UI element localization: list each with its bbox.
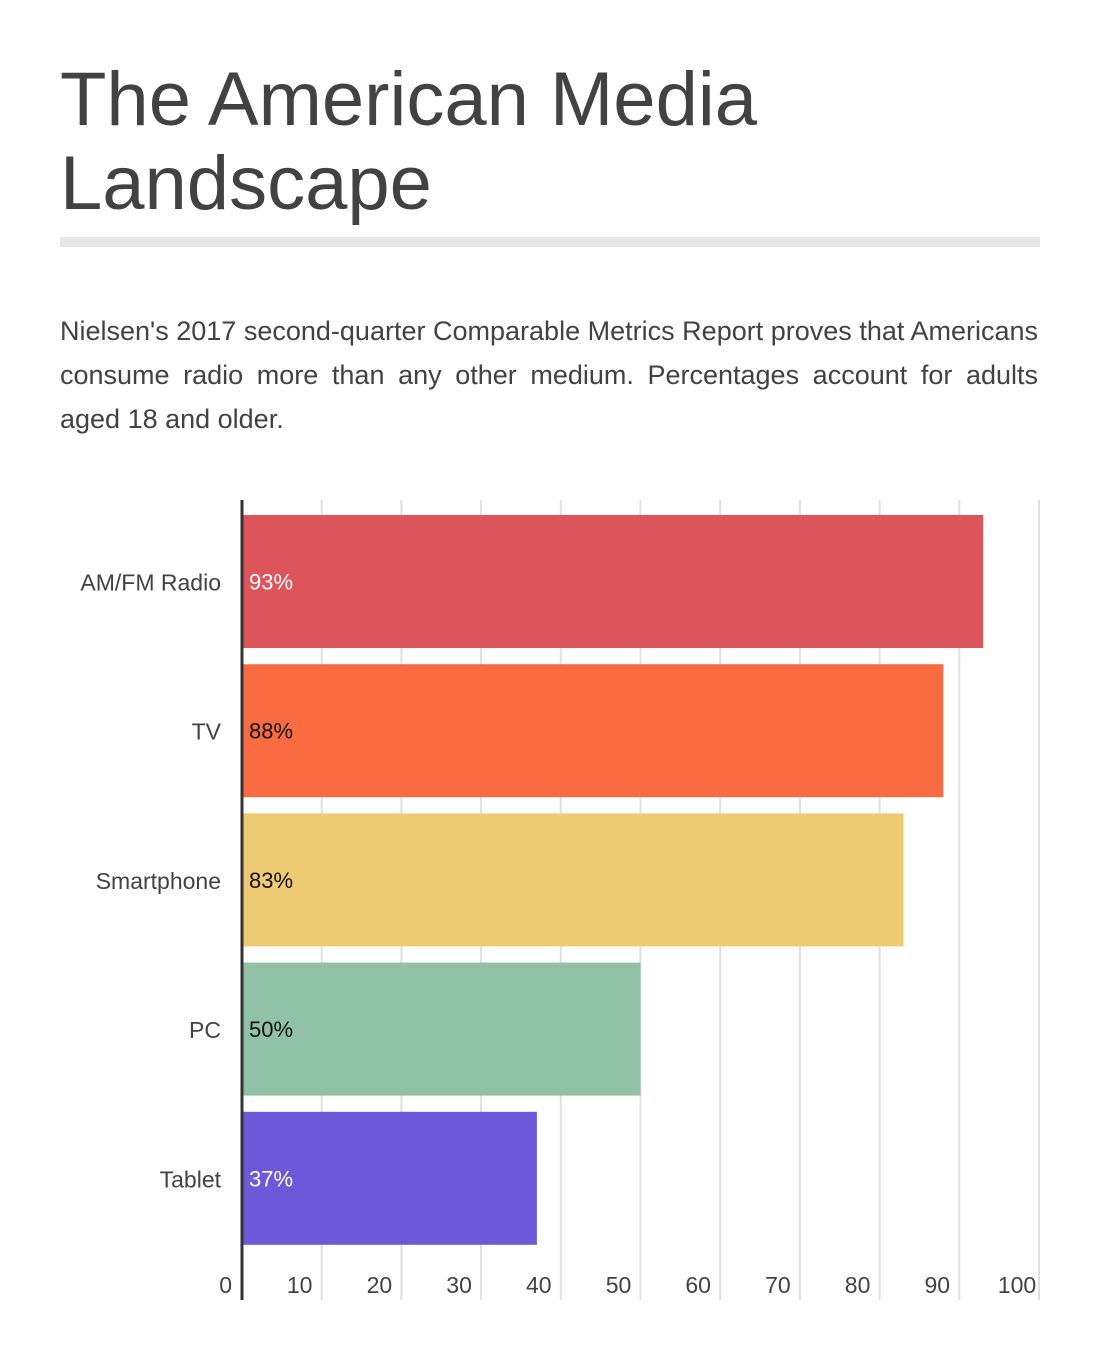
- data-label: 93%: [249, 570, 293, 595]
- title-divider: [60, 237, 1040, 247]
- data-label: 83%: [249, 868, 293, 893]
- x-tick-label: 90: [925, 1272, 951, 1298]
- x-tick-label: 20: [367, 1272, 393, 1298]
- data-label: 37%: [249, 1166, 293, 1191]
- chart-title: The American Media Landscape: [60, 57, 757, 226]
- x-tick-label: 50: [606, 1272, 632, 1298]
- category-label: PC: [189, 1017, 221, 1043]
- x-axis-ticks: 0 10 20 30 40 50 60 70 80 90 100: [219, 1272, 1036, 1298]
- bars: [242, 515, 984, 1245]
- category-label: Smartphone: [96, 868, 221, 894]
- category-label: AM/FM Radio: [80, 570, 221, 596]
- bar: [242, 962, 641, 1096]
- bar: [242, 664, 944, 798]
- x-tick-label: 10: [287, 1272, 313, 1298]
- x-tick-label: 0: [219, 1272, 232, 1298]
- x-tick-label: 60: [685, 1272, 711, 1298]
- x-tick-label: 70: [765, 1272, 791, 1298]
- x-tick-label: 80: [845, 1272, 871, 1298]
- x-tick-label: 30: [446, 1272, 472, 1298]
- bar: [242, 813, 904, 947]
- chart-description: Nielsen's 2017 second-quarter Comparable…: [60, 316, 1038, 434]
- category-labels: AM/FM Radio TV Smartphone PC Tablet: [80, 570, 221, 1193]
- category-label: Tablet: [160, 1166, 222, 1192]
- category-label: TV: [192, 719, 222, 745]
- data-labels: 93% 88% 83% 50% 37%: [249, 570, 293, 1192]
- data-label: 50%: [249, 1017, 293, 1042]
- data-label: 88%: [249, 719, 293, 744]
- x-tick-label: 100: [998, 1272, 1036, 1298]
- bar: [242, 515, 984, 648]
- x-tick-label: 40: [526, 1272, 552, 1298]
- bar: [242, 1111, 537, 1245]
